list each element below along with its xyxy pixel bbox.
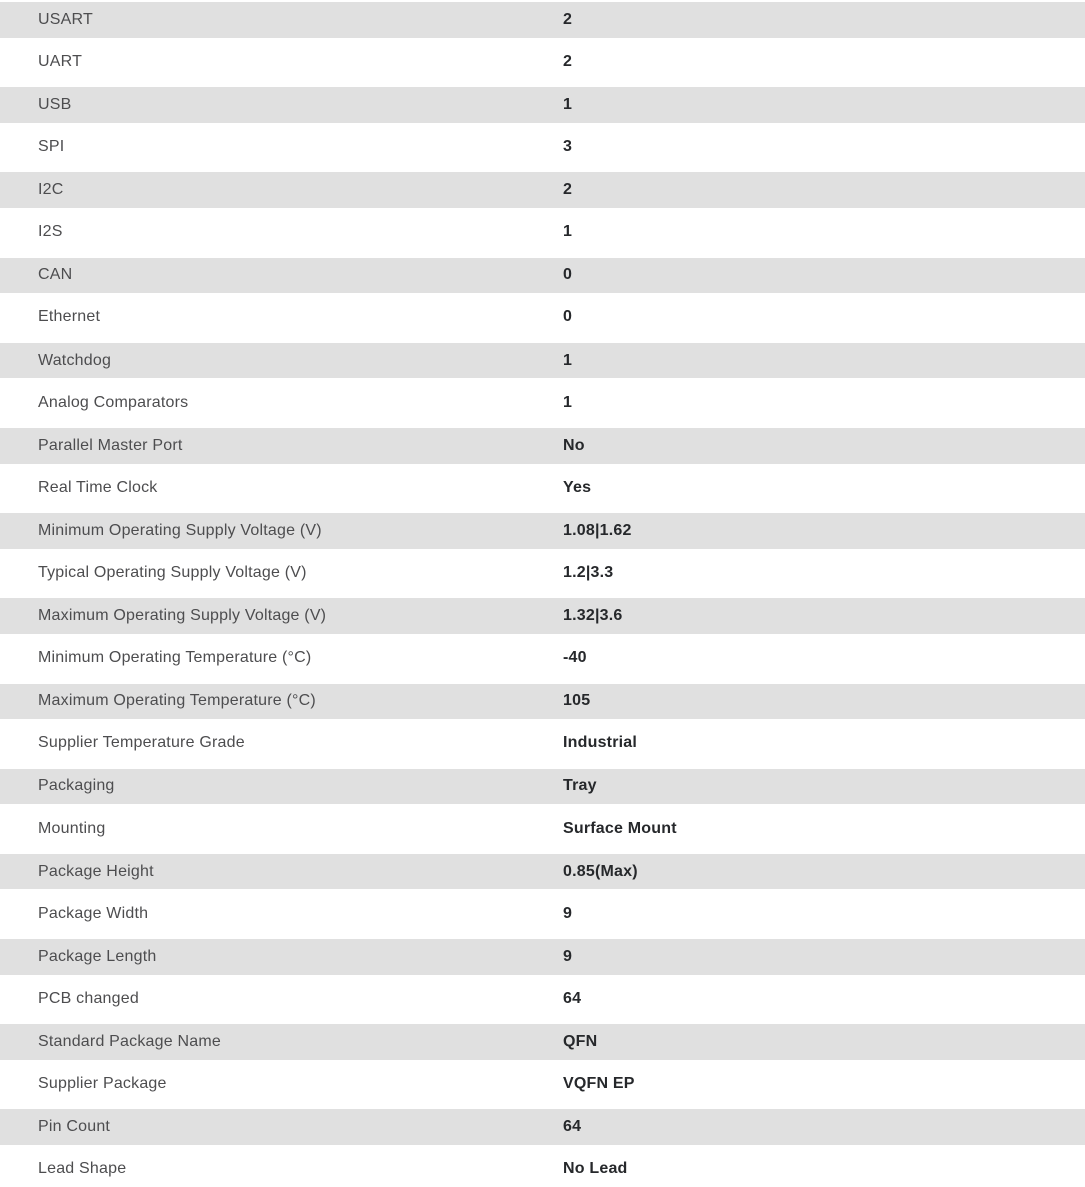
attribute-label: I2C bbox=[38, 181, 64, 199]
attribute-label: Minimum Operating Temperature (°C) bbox=[38, 649, 312, 667]
attribute-value: 1.08|1.62 bbox=[563, 521, 632, 539]
attribute-label: Parallel Master Port bbox=[38, 436, 183, 454]
table-row: Maximum Operating Supply Voltage (V) 1.3… bbox=[0, 594, 1085, 637]
table-row: Parallel Master Port No bbox=[0, 423, 1085, 467]
attribute-label: Pin Count bbox=[38, 1118, 111, 1136]
attribute-value: 1 bbox=[563, 351, 573, 369]
attribute-label: USART bbox=[38, 10, 93, 28]
attribute-value: No bbox=[563, 436, 585, 454]
attribute-value: 1 bbox=[563, 95, 573, 113]
table-row: Packaging Tray bbox=[0, 764, 1085, 808]
attribute-label: Typical Operating Supply Voltage (V) bbox=[38, 564, 307, 582]
attribute-label: Ethernet bbox=[38, 308, 101, 326]
table-row: Watchdog 1 bbox=[0, 338, 1085, 382]
table-row: I2C 2 bbox=[0, 168, 1085, 211]
table-row: I2S 1 bbox=[0, 210, 1085, 254]
table-row: Standard Package Name QFN bbox=[0, 1020, 1085, 1063]
attribute-value: 0 bbox=[563, 266, 573, 284]
attribute-value: Yes bbox=[563, 478, 592, 496]
table-row: Package Height 0.85(Max) bbox=[0, 849, 1085, 893]
table-row: Analog Comparators 1 bbox=[0, 381, 1085, 424]
table-row: USART 2 bbox=[0, 0, 1085, 41]
table-row: Package Length 9 bbox=[0, 935, 1085, 978]
table-row: Mounting Surface Mount bbox=[0, 807, 1085, 850]
attribute-value: 1 bbox=[563, 393, 573, 411]
attribute-label: Lead Shape bbox=[38, 1160, 127, 1178]
attribute-label: PCB changed bbox=[38, 989, 139, 1007]
attribute-label: USB bbox=[38, 95, 72, 113]
attribute-label: Supplier Package bbox=[38, 1075, 167, 1093]
table-row: Minimum Operating Temperature (°C) -40 bbox=[0, 636, 1085, 680]
attribute-label: I2S bbox=[38, 223, 63, 241]
table-row: Typical Operating Supply Voltage (V) 1.2… bbox=[0, 551, 1085, 595]
table-row: CAN 0 bbox=[0, 253, 1085, 297]
attribute-label: CAN bbox=[38, 266, 73, 284]
table-row: Supplier Temperature Grade Industrial bbox=[0, 722, 1085, 765]
table-row: Lead Shape No Lead bbox=[0, 1148, 1085, 1187]
attribute-value: Tray bbox=[563, 777, 597, 795]
table-row: Ethernet 0 bbox=[0, 296, 1085, 339]
table-row: Supplier Package VQFN EP bbox=[0, 1062, 1085, 1106]
attribute-value: VQFN EP bbox=[563, 1075, 635, 1093]
attribute-label: Analog Comparators bbox=[38, 393, 189, 411]
attribute-value: 9 bbox=[563, 947, 573, 965]
attribute-value: 2 bbox=[563, 10, 573, 28]
attribute-label: Watchdog bbox=[38, 351, 112, 369]
attribute-label: Package Length bbox=[38, 947, 157, 965]
attribute-value: 1.2|3.3 bbox=[563, 564, 614, 582]
table-row: PCB changed 64 bbox=[0, 977, 1085, 1021]
attribute-label: Minimum Operating Supply Voltage (V) bbox=[38, 521, 322, 539]
attribute-value: 9 bbox=[563, 904, 573, 922]
attribute-value: 1 bbox=[563, 223, 573, 241]
attribute-label: Packaging bbox=[38, 777, 115, 795]
attribute-label: SPI bbox=[38, 138, 65, 156]
table-row: Real Time Clock Yes bbox=[0, 466, 1085, 510]
attribute-value: 0 bbox=[563, 308, 573, 326]
attribute-value: Industrial bbox=[563, 734, 638, 752]
table-row: SPI 3 bbox=[0, 125, 1085, 169]
attribute-value: 2 bbox=[563, 181, 573, 199]
table-row: Package Width 9 bbox=[0, 892, 1085, 936]
attribute-value: 105 bbox=[563, 692, 591, 710]
attribute-label: Supplier Temperature Grade bbox=[38, 734, 245, 752]
attribute-value: 2 bbox=[563, 52, 573, 70]
attribute-label: Maximum Operating Temperature (°C) bbox=[38, 692, 316, 710]
table-row: UART 2 bbox=[0, 40, 1085, 84]
attribute-value: -40 bbox=[563, 649, 587, 667]
attribute-label: Standard Package Name bbox=[38, 1033, 221, 1051]
attribute-label: Package Height bbox=[38, 862, 154, 880]
attribute-value: 1.32|3.6 bbox=[563, 607, 623, 625]
attribute-label: Mounting bbox=[38, 819, 106, 837]
attribute-value: No Lead bbox=[563, 1160, 628, 1178]
table-row: Minimum Operating Supply Voltage (V) 1.0… bbox=[0, 509, 1085, 552]
table-row: Pin Count 64 bbox=[0, 1105, 1085, 1149]
attribute-value: Surface Mount bbox=[563, 819, 677, 837]
attribute-value: 0.85(Max) bbox=[563, 862, 638, 880]
attribute-value: 64 bbox=[563, 989, 582, 1007]
attribute-value: QFN bbox=[563, 1033, 598, 1051]
attribute-label: Package Width bbox=[38, 904, 149, 922]
attribute-label: Real Time Clock bbox=[38, 478, 158, 496]
attribute-value: 64 bbox=[563, 1118, 582, 1136]
attribute-label: Maximum Operating Supply Voltage (V) bbox=[38, 607, 327, 625]
table-row: USB 1 bbox=[0, 83, 1085, 126]
attribute-label: UART bbox=[38, 52, 83, 70]
attribute-value: 3 bbox=[563, 138, 573, 156]
table-row: Maximum Operating Temperature (°C) 105 bbox=[0, 679, 1085, 723]
